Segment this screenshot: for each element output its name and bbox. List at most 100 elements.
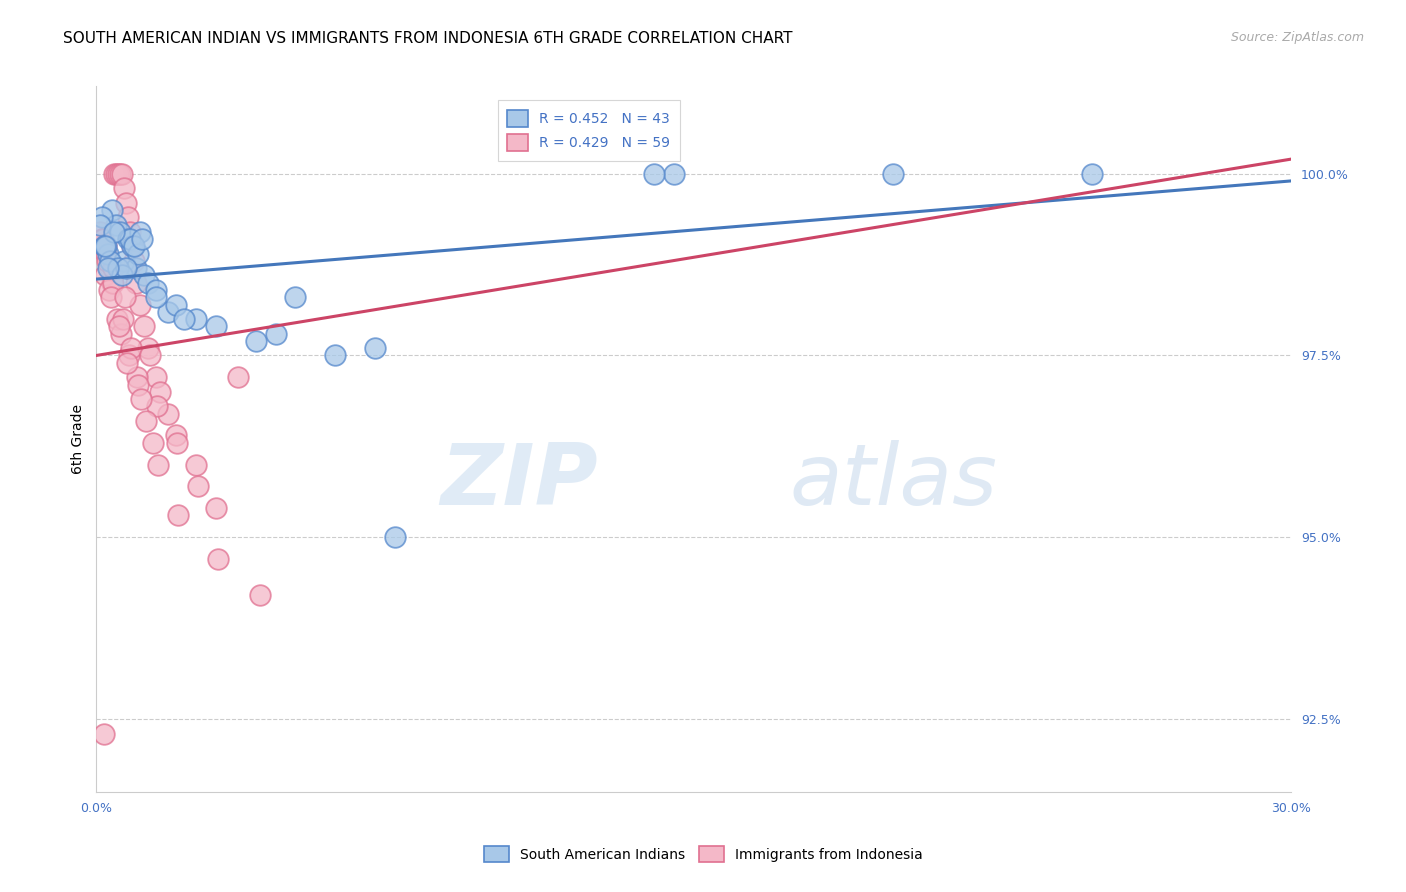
- Point: [165, 297, 187, 311]
- Point: [111, 167, 134, 181]
- Point: [264, 326, 287, 341]
- Point: [108, 319, 131, 334]
- Point: [101, 276, 124, 290]
- Point: [643, 167, 665, 181]
- Point: [157, 407, 180, 421]
- Point: [103, 167, 125, 181]
- Point: [97, 246, 120, 260]
- Point: [127, 246, 149, 260]
- Point: [115, 261, 138, 276]
- Point: [121, 239, 143, 253]
- Point: [110, 326, 132, 341]
- Point: [110, 225, 132, 239]
- Point: [121, 239, 143, 253]
- Point: [384, 530, 406, 544]
- Point: [93, 239, 115, 253]
- Point: [125, 370, 148, 384]
- Point: [94, 239, 117, 253]
- Point: [101, 276, 124, 290]
- Point: [122, 239, 145, 253]
- Point: [96, 254, 118, 268]
- Point: [245, 334, 267, 348]
- Point: [125, 261, 148, 276]
- Point: [142, 435, 165, 450]
- Point: [115, 195, 138, 210]
- Point: [118, 348, 141, 362]
- Point: [98, 283, 121, 297]
- Point: [166, 435, 188, 450]
- Point: [91, 232, 114, 246]
- Point: [96, 261, 118, 276]
- Point: [129, 297, 152, 311]
- Point: [107, 261, 129, 276]
- Point: [145, 283, 167, 297]
- Point: [184, 312, 207, 326]
- Point: [134, 319, 156, 334]
- Point: [184, 458, 207, 472]
- Point: [134, 268, 156, 283]
- Point: [93, 239, 115, 253]
- Text: SOUTH AMERICAN INDIAN VS IMMIGRANTS FROM INDONESIA 6TH GRADE CORRELATION CHART: SOUTH AMERICAN INDIAN VS IMMIGRANTS FROM…: [63, 31, 793, 46]
- Point: [157, 305, 180, 319]
- Point: [91, 232, 114, 246]
- Point: [167, 508, 190, 523]
- Text: ZIP: ZIP: [440, 440, 598, 523]
- Text: Source: ZipAtlas.com: Source: ZipAtlas.com: [1230, 31, 1364, 45]
- Point: [323, 348, 346, 362]
- Point: [187, 479, 209, 493]
- Point: [882, 167, 904, 181]
- Point: [114, 290, 136, 304]
- Point: [145, 370, 167, 384]
- Point: [89, 225, 111, 239]
- Point: [110, 167, 132, 181]
- Point: [226, 370, 249, 384]
- Point: [117, 356, 139, 370]
- Point: [145, 290, 167, 304]
- Point: [103, 261, 125, 276]
- Point: [105, 167, 128, 181]
- Point: [94, 239, 117, 253]
- Point: [91, 211, 114, 225]
- Text: atlas: atlas: [789, 440, 997, 523]
- Point: [1081, 167, 1104, 181]
- Point: [100, 290, 122, 304]
- Point: [131, 232, 153, 246]
- Point: [129, 225, 152, 239]
- Point: [98, 254, 121, 268]
- Point: [94, 268, 117, 283]
- Point: [97, 254, 120, 268]
- Legend: South American Indians, Immigrants from Indonesia: South American Indians, Immigrants from …: [477, 839, 929, 869]
- Point: [136, 276, 159, 290]
- Point: [149, 384, 172, 399]
- Point: [98, 261, 121, 276]
- Point: [111, 268, 134, 283]
- Point: [120, 341, 142, 355]
- Point: [662, 167, 685, 181]
- Point: [364, 341, 387, 355]
- Point: [105, 218, 128, 232]
- Point: [284, 290, 307, 304]
- Point: [96, 239, 118, 253]
- Point: [129, 392, 152, 406]
- Point: [205, 501, 228, 516]
- Point: [165, 428, 187, 442]
- Point: [101, 202, 124, 217]
- Point: [112, 254, 135, 268]
- Point: [136, 341, 159, 355]
- Point: [112, 181, 135, 195]
- Point: [135, 414, 157, 428]
- Point: [207, 552, 229, 566]
- Point: [205, 319, 228, 334]
- Point: [96, 246, 118, 260]
- Point: [125, 276, 148, 290]
- Point: [107, 167, 129, 181]
- Point: [139, 348, 162, 362]
- Point: [127, 377, 149, 392]
- Point: [103, 225, 125, 239]
- Point: [146, 400, 169, 414]
- Point: [122, 254, 145, 268]
- Point: [105, 312, 128, 326]
- Point: [89, 218, 111, 232]
- Point: [249, 589, 271, 603]
- Point: [173, 312, 195, 326]
